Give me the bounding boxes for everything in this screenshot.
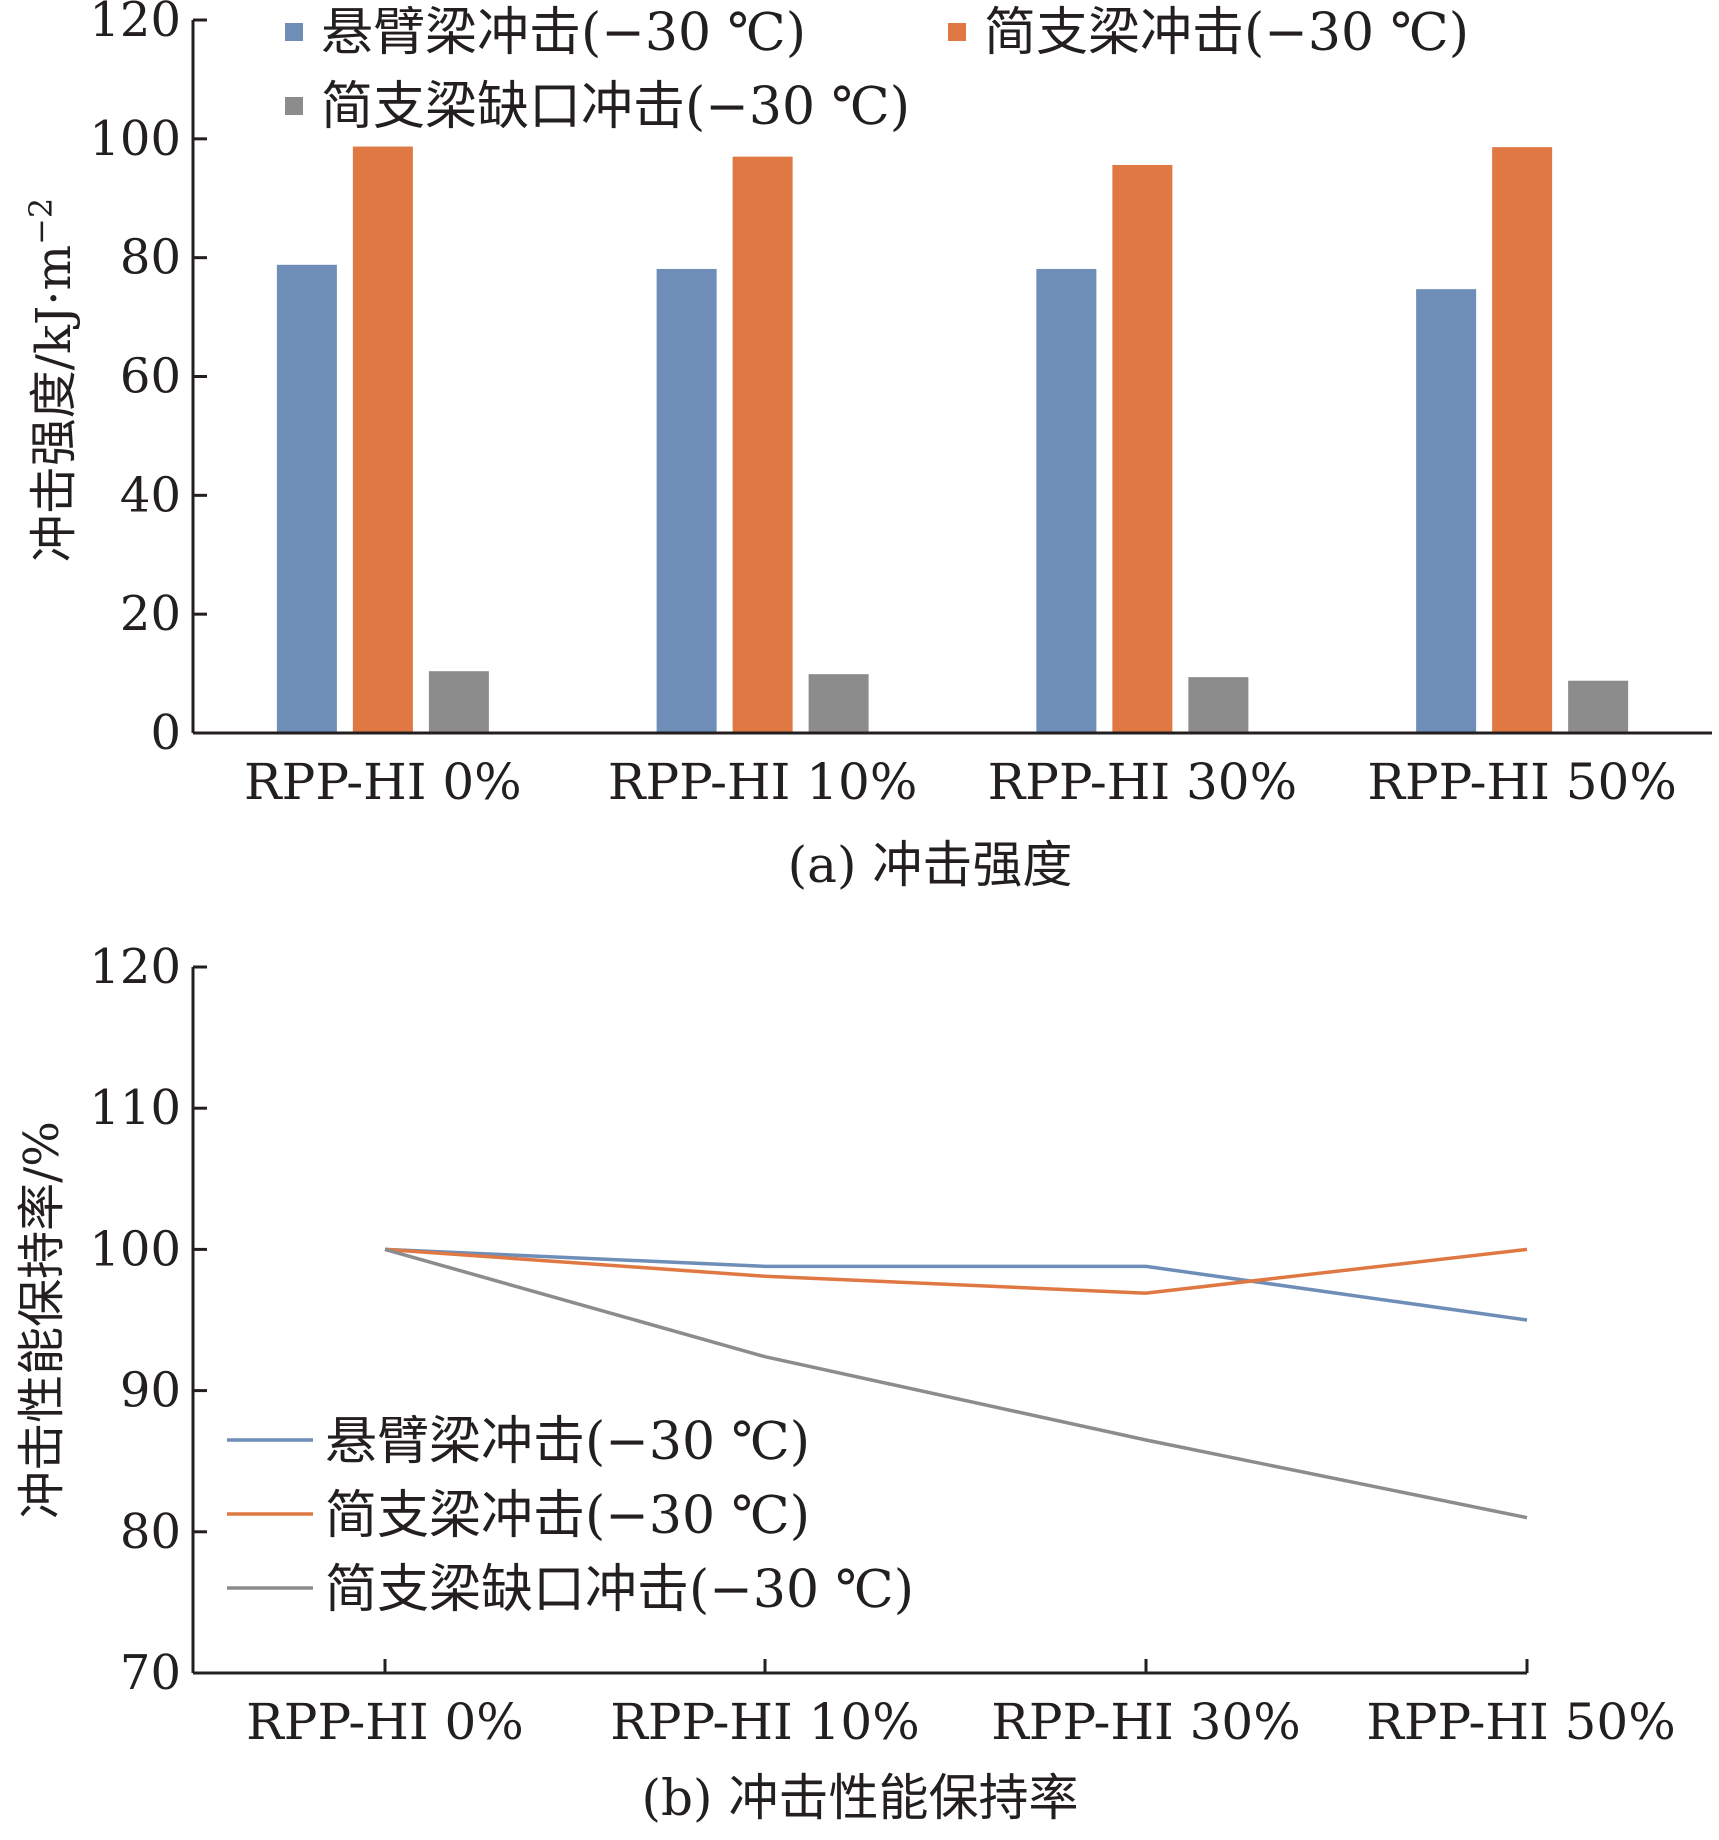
- bar-rpp-hi-10-s3: [809, 674, 869, 733]
- bar-chart-y-ticks: 0 20 40 60 80 100 120: [89, 0, 207, 761]
- y-tick-label: 120: [89, 939, 181, 995]
- x-category-label: RPP-HI 0%: [244, 753, 522, 811]
- bar-rpp-hi-30-s1: [1036, 269, 1096, 733]
- y-tick-label: 80: [120, 230, 181, 286]
- x-category-label: RPP-HI 30%: [988, 753, 1297, 811]
- bar-chart-legend: 悬臂梁冲击(−30 ℃) 简支梁冲击(−30 ℃) 简支梁缺口冲击(−30 ℃): [285, 3, 1469, 137]
- legend-label-s2: 简支梁冲击(−30 ℃): [984, 3, 1469, 63]
- line-chart-legend: 悬臂梁冲击(−30 ℃) 简支梁冲击(−30 ℃) 简支梁缺口冲击(−30 ℃): [227, 1412, 914, 1620]
- bar-rpp-hi-10-s1: [657, 269, 717, 733]
- x-category-label: RPP-HI 10%: [610, 1693, 919, 1751]
- y-tick-label: 120: [89, 0, 181, 48]
- bar-rpp-hi-0-s3: [429, 671, 489, 733]
- line-chart-caption: (b) 冲击性能保持率: [642, 1769, 1079, 1827]
- legend-label-s2: 简支梁冲击(−30 ℃): [325, 1486, 810, 1546]
- y-tick-label: 100: [89, 1221, 181, 1277]
- y-tick-label: 80: [120, 1504, 181, 1560]
- bar-chart-caption: (a) 冲击强度: [788, 836, 1073, 894]
- line-chart-y-ticks: 70 80 90 100 110 120: [89, 939, 207, 1701]
- legend-label-s3: 简支梁缺口冲击(−30 ℃): [325, 1560, 914, 1620]
- x-category-label: RPP-HI 50%: [1367, 753, 1676, 811]
- bar-chart-x-categories: RPP-HI 0% RPP-HI 10% RPP-HI 30% RPP-HI 50%: [244, 753, 1677, 811]
- bar-group: [277, 147, 1628, 733]
- x-category-label: RPP-HI 0%: [246, 1693, 524, 1751]
- bar-rpp-hi-30-s2: [1112, 165, 1172, 733]
- x-category-label: RPP-HI 50%: [1366, 1693, 1675, 1751]
- bar-rpp-hi-0-s2: [353, 147, 413, 733]
- y-tick-label: 70: [120, 1645, 181, 1701]
- y-tick-label: 100: [89, 111, 181, 167]
- legend-label-s3: 简支梁缺口冲击(−30 ℃): [321, 77, 910, 137]
- y-tick-label: 20: [120, 586, 181, 642]
- y-tick-label: 40: [120, 467, 181, 523]
- legend-label-s1: 悬臂梁冲击(−30 ℃): [321, 3, 806, 63]
- x-category-label: RPP-HI 30%: [991, 1693, 1300, 1751]
- x-category-label: RPP-HI 10%: [608, 753, 917, 811]
- line-series-s3: [385, 1249, 1527, 1517]
- bar-rpp-hi-0-s1: [277, 265, 337, 733]
- legend-swatch-s2: [948, 23, 966, 41]
- line-series-group: [385, 1249, 1527, 1517]
- line-chart-y-axis-title: 冲击性能保持率/%: [14, 1121, 70, 1519]
- bar-rpp-hi-30-s3: [1188, 677, 1248, 733]
- line-chart-x-categories: RPP-HI 0% RPP-HI 10% RPP-HI 30% RPP-HI 50%: [246, 1693, 1676, 1751]
- legend-swatch-s1: [285, 23, 303, 41]
- bar-rpp-hi-10-s2: [733, 157, 793, 733]
- bar-rpp-hi-50-s3: [1568, 681, 1628, 733]
- legend-swatch-s3: [285, 97, 303, 115]
- bar-chart-y-axis-title: 冲击强度/kJ·m−2: [22, 198, 82, 562]
- bar-rpp-hi-50-s2: [1492, 147, 1552, 733]
- y-tick-label: 110: [89, 1080, 181, 1136]
- y-tick-label: 0: [150, 705, 181, 761]
- bar-rpp-hi-50-s1: [1416, 289, 1476, 733]
- y-tick-label: 60: [120, 349, 181, 405]
- y-tick-label: 90: [120, 1363, 181, 1419]
- legend-label-s1: 悬臂梁冲击(−30 ℃): [325, 1412, 810, 1472]
